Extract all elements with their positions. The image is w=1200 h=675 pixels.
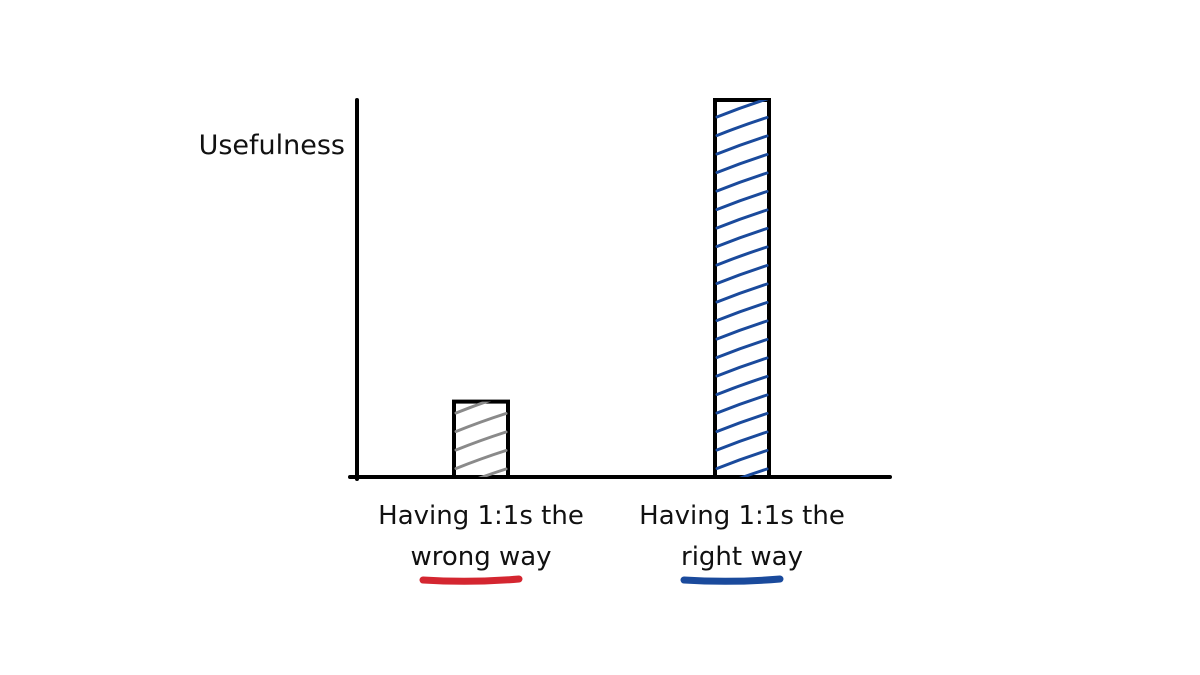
bar-hatch — [715, 245, 769, 267]
bar-hatch — [715, 393, 769, 415]
bar-hatch — [715, 449, 769, 470]
bar-hatch — [715, 412, 769, 433]
bar-hatch — [715, 116, 769, 137]
bar-hatch — [715, 171, 769, 193]
label-underline — [680, 575, 784, 585]
bar-hatch — [715, 264, 769, 285]
bar-hatch — [477, 467, 508, 478]
bar-hatch — [454, 401, 491, 415]
bar-hatch — [715, 227, 769, 248]
y-axis-label: Usefulness — [198, 130, 345, 161]
bar-hatch — [715, 301, 769, 322]
label-underline — [419, 575, 523, 585]
bar-hatch — [715, 375, 769, 396]
bar-hatch — [715, 153, 769, 174]
bar-hatch — [454, 412, 508, 433]
bar-hatch — [454, 430, 508, 452]
bar-hatch — [715, 430, 769, 452]
bar-hatch — [715, 100, 769, 119]
bar-hatch — [715, 282, 769, 304]
bar-hatch — [715, 134, 769, 156]
bar-hatch — [715, 319, 769, 341]
bar-hatch — [738, 467, 769, 477]
bar-hatch — [715, 190, 769, 211]
bar-hatch — [454, 449, 508, 470]
bar-hatch — [715, 208, 769, 230]
x-tick-label: Having 1:1s the right way — [639, 501, 845, 572]
bar-hatch — [715, 338, 769, 359]
x-tick-label: Having 1:1s the wrong way — [378, 501, 584, 572]
bar-hatch — [715, 356, 769, 378]
